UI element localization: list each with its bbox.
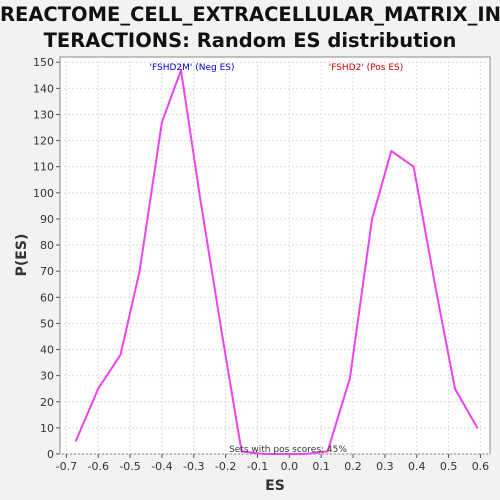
data-point xyxy=(326,450,329,453)
data-point xyxy=(263,453,265,455)
x-tick-label: -0.4 xyxy=(151,460,172,473)
x-tick-label: -0.5 xyxy=(119,460,140,473)
data-point xyxy=(476,427,479,429)
y-tick-label: 150 xyxy=(33,56,54,69)
x-tick-label: 0.5 xyxy=(440,460,458,473)
y-tick-label: 60 xyxy=(40,291,54,304)
x-tick-label: -0.7 xyxy=(56,460,77,473)
data-point xyxy=(221,335,224,338)
series-line xyxy=(74,69,479,455)
data-point xyxy=(119,353,122,356)
data-point xyxy=(304,453,307,455)
y-axis-label: P(ES) xyxy=(14,234,30,277)
y-tick-label: 90 xyxy=(40,213,54,226)
x-tick-label: 0.1 xyxy=(312,460,330,473)
data-point xyxy=(180,69,182,71)
data-point xyxy=(75,440,77,442)
x-tick-label: 0.4 xyxy=(408,460,426,473)
data-point xyxy=(371,218,373,220)
chart-title-line-1: REACTOME_CELL_EXTRACELLULAR_MATRIX_IN xyxy=(0,3,500,26)
series-points xyxy=(75,69,479,455)
y-tick-label: 20 xyxy=(40,396,54,409)
neg-es-annotation: 'FSHD2M' (Neg ES) xyxy=(150,63,235,73)
x-tick-label: -0.6 xyxy=(87,460,108,473)
x-tick-label: 0.6 xyxy=(472,460,490,473)
data-point xyxy=(435,288,437,291)
axis-ticks: 0 10 20 30 40 50 60 70 80 90 100 110 120 130 140 150 -0.… xyxy=(33,56,489,473)
chart-title-line-2: TERACTIONS: Random ES distribution xyxy=(43,29,457,52)
y-tick-label: 50 xyxy=(40,317,54,330)
y-tick-label: 140 xyxy=(33,82,54,95)
data-point xyxy=(199,197,201,199)
y-tick-label: 40 xyxy=(40,344,54,357)
data-point xyxy=(412,165,415,168)
y-tick-label: 10 xyxy=(40,422,54,435)
pos-scores-annotation: Sets with pos scores: 45% xyxy=(229,445,347,455)
y-tick-label: 100 xyxy=(33,187,54,200)
pos-es-annotation: 'FSHD2' (Pos ES) xyxy=(329,63,404,73)
x-tick-label: -0.1 xyxy=(247,460,268,473)
x-tick-label: -0.2 xyxy=(215,460,236,473)
y-tick-label: 30 xyxy=(40,370,54,383)
data-point xyxy=(97,387,100,390)
x-tick-label: 0.0 xyxy=(281,460,299,473)
data-point xyxy=(349,377,351,380)
x-axis-label: ES xyxy=(265,478,285,494)
data-point xyxy=(161,121,163,124)
data-point xyxy=(282,453,284,455)
data-point xyxy=(240,450,243,453)
x-tick-label: 0.2 xyxy=(344,460,362,473)
plot-area xyxy=(59,56,491,455)
y-tick-label: 0 xyxy=(47,448,54,461)
y-tick-label: 110 xyxy=(33,161,54,174)
data-point xyxy=(138,270,141,272)
y-tick-label: 120 xyxy=(33,135,54,148)
x-tick-label: 0.3 xyxy=(376,460,394,473)
data-point xyxy=(390,150,393,152)
data-point xyxy=(454,387,456,390)
chart-title: REACTOME_CELL_EXTRACELLULAR_MATRIX_IN TE… xyxy=(0,2,500,54)
y-tick-label: 130 xyxy=(33,108,54,121)
x-tick-label: -0.3 xyxy=(183,460,204,473)
y-tick-label: 70 xyxy=(40,265,54,278)
y-tick-label: 80 xyxy=(40,239,54,252)
